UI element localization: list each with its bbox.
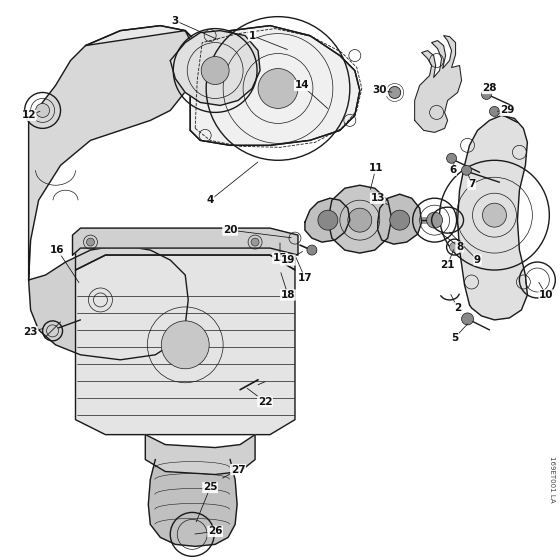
Text: 16: 16: [50, 245, 65, 255]
Circle shape: [450, 242, 460, 252]
Polygon shape: [148, 460, 237, 547]
Circle shape: [307, 245, 317, 255]
Text: 5: 5: [451, 333, 458, 343]
Text: 13: 13: [371, 193, 385, 203]
Text: 26: 26: [208, 526, 222, 536]
Text: 14: 14: [295, 81, 309, 91]
Polygon shape: [29, 26, 200, 280]
Polygon shape: [190, 26, 360, 146]
Polygon shape: [328, 185, 392, 253]
Circle shape: [461, 313, 474, 325]
Circle shape: [258, 68, 298, 109]
Circle shape: [251, 238, 259, 246]
Circle shape: [390, 210, 410, 230]
Text: 11: 11: [368, 164, 383, 173]
Polygon shape: [76, 235, 295, 270]
Polygon shape: [305, 198, 350, 242]
Circle shape: [86, 238, 95, 246]
Text: 1: 1: [249, 31, 256, 41]
Circle shape: [36, 104, 50, 118]
Circle shape: [427, 212, 442, 228]
Text: 17: 17: [297, 273, 312, 283]
Text: 28: 28: [482, 83, 497, 94]
Text: 169ET001 LA: 169ET001 LA: [549, 456, 556, 503]
Polygon shape: [76, 255, 295, 435]
Text: 21: 21: [440, 260, 455, 270]
Circle shape: [461, 165, 472, 175]
Polygon shape: [170, 31, 260, 105]
Text: 8: 8: [456, 242, 463, 252]
Circle shape: [201, 57, 229, 85]
Text: 27: 27: [231, 465, 245, 474]
Circle shape: [482, 90, 492, 100]
Circle shape: [161, 321, 209, 369]
Circle shape: [318, 210, 338, 230]
Text: 9: 9: [474, 255, 481, 265]
Text: 30: 30: [372, 86, 387, 95]
Text: 25: 25: [203, 483, 217, 492]
Circle shape: [389, 86, 401, 99]
Circle shape: [489, 106, 500, 116]
Text: 23: 23: [24, 327, 38, 337]
Text: 18: 18: [281, 290, 295, 300]
Text: 22: 22: [258, 396, 272, 407]
Polygon shape: [414, 36, 461, 132]
Polygon shape: [72, 228, 298, 255]
Circle shape: [446, 153, 456, 164]
Text: 12: 12: [21, 110, 36, 120]
Text: 4: 4: [207, 195, 214, 205]
Text: 15: 15: [273, 253, 287, 263]
Circle shape: [483, 203, 506, 227]
Polygon shape: [86, 26, 360, 146]
Text: 6: 6: [449, 165, 456, 175]
Text: 20: 20: [223, 225, 237, 235]
Circle shape: [348, 208, 372, 232]
Text: 2: 2: [454, 303, 461, 313]
Polygon shape: [378, 194, 422, 244]
Polygon shape: [146, 435, 255, 474]
Polygon shape: [29, 245, 188, 360]
Text: 19: 19: [281, 255, 295, 265]
Text: 29: 29: [500, 105, 515, 115]
Text: 7: 7: [468, 179, 475, 189]
Text: 3: 3: [171, 16, 179, 26]
Text: 10: 10: [539, 290, 554, 300]
Polygon shape: [458, 115, 528, 320]
